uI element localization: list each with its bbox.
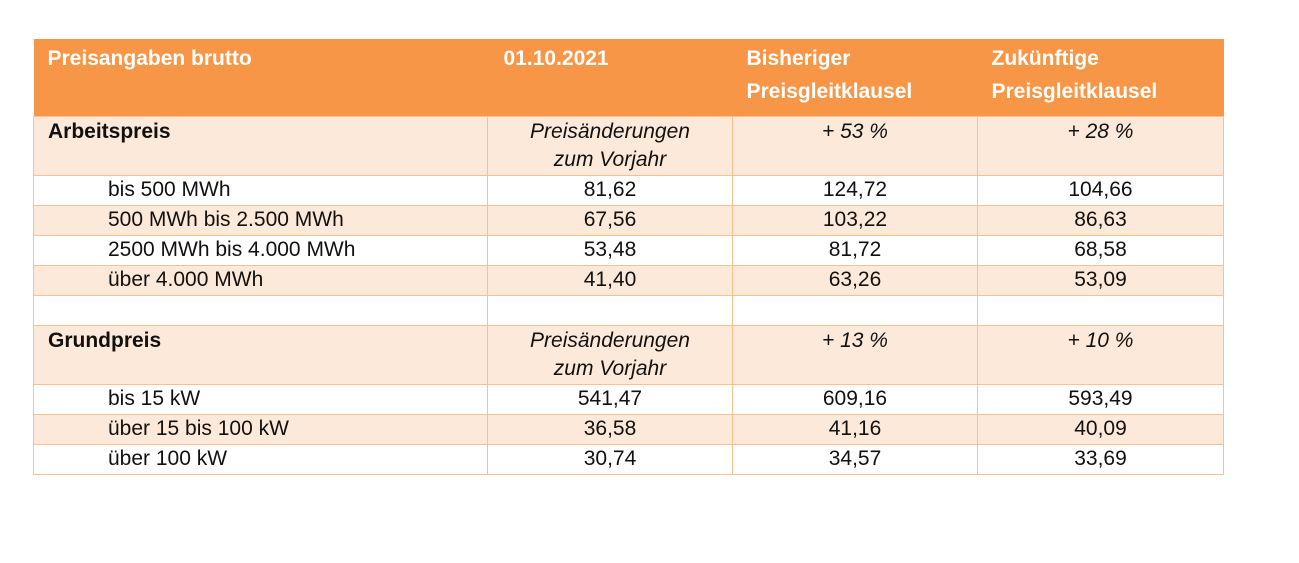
cell-bisher: 124,72	[732, 174, 978, 206]
section-label-grundpreis: Grundpreis	[33, 324, 488, 385]
header-zukuenftige-line2: Preisgleitklausel	[991, 80, 1158, 103]
cell-2021: 30,74	[487, 443, 733, 475]
table-row: bis 15 kW 541,47 609,16 593,49	[33, 383, 1224, 415]
row-label: über 15 bis 100 kW	[33, 413, 488, 445]
change-label-line2: zum Vorjahr	[553, 356, 667, 380]
section-row-grundpreis: Grundpreis Preisänderungen zum Vorjahr +…	[33, 324, 1224, 385]
cell-bisher: 34,57	[732, 443, 978, 475]
table-row: über 4.000 MWh 41,40 63,26 53,09	[33, 264, 1224, 296]
row-label: 2500 MWh bis 4.000 MWh	[33, 234, 488, 266]
empty-cell	[33, 294, 488, 326]
cell-bisher: 63,26	[732, 264, 978, 296]
cell-zukunft: 593,49	[977, 383, 1224, 415]
cell-2021: 53,48	[487, 234, 733, 266]
cell-bisher: 81,72	[732, 234, 978, 266]
row-label: 500 MWh bis 2.500 MWh	[33, 204, 488, 236]
cell-2021: 41,40	[487, 264, 733, 296]
cell-zukunft: 86,63	[977, 204, 1224, 236]
cell-bisher: 103,22	[732, 204, 978, 236]
row-label: bis 15 kW	[33, 383, 488, 415]
table-body: Arbeitspreis Preisänderungen zum Vorjahr…	[33, 115, 1224, 475]
empty-cell	[977, 294, 1224, 326]
cell-zukunft: 68,58	[977, 234, 1224, 266]
change-bisher-arbeitspreis: + 53 %	[732, 115, 978, 176]
cell-2021: 67,56	[487, 204, 733, 236]
header-row: Preisangaben brutto 01.10.2021 Bisherige…	[33, 39, 1224, 116]
header-bisheriger: Bisheriger Preisgleitklausel	[732, 39, 978, 116]
change-label-line2: zum Vorjahr	[553, 147, 667, 171]
table-row: 500 MWh bis 2.500 MWh 67,56 103,22 86,63	[33, 204, 1224, 236]
header-bisheriger-line1: Bisheriger	[746, 47, 851, 70]
empty-cell	[732, 294, 978, 326]
row-label: bis 500 MWh	[33, 174, 488, 206]
row-label: über 4.000 MWh	[33, 264, 488, 296]
header-preisangaben: Preisangaben brutto	[33, 39, 488, 116]
change-zukunft-arbeitspreis: + 28 %	[977, 115, 1224, 176]
table-row: 2500 MWh bis 4.000 MWh 53,48 81,72 68,58	[33, 234, 1224, 266]
cell-zukunft: 53,09	[977, 264, 1224, 296]
change-zukunft-grundpreis: + 10 %	[977, 324, 1224, 385]
header-bisheriger-line2: Preisgleitklausel	[746, 80, 913, 103]
section-row-arbeitspreis: Arbeitspreis Preisänderungen zum Vorjahr…	[33, 115, 1224, 176]
section-label-arbeitspreis: Arbeitspreis	[33, 115, 488, 176]
table-row: bis 500 MWh 81,62 124,72 104,66	[33, 174, 1224, 206]
header-zukuenftige: Zukünftige Preisgleitklausel	[977, 39, 1224, 116]
row-label: über 100 kW	[33, 443, 488, 475]
table-row: über 15 bis 100 kW 36,58 41,16 40,09	[33, 413, 1224, 445]
header-zukuenftige-line1: Zukünftige	[991, 47, 1099, 70]
change-label-line1: Preisänderungen	[530, 328, 690, 352]
cell-2021: 81,62	[487, 174, 733, 206]
change-label-arbeitspreis: Preisänderungen zum Vorjahr	[487, 115, 733, 176]
empty-cell	[487, 294, 733, 326]
table-row: über 100 kW 30,74 34,57 33,69	[33, 443, 1224, 475]
cell-bisher: 609,16	[732, 383, 978, 415]
table-header: Preisangaben brutto 01.10.2021 Bisherige…	[33, 39, 1224, 116]
cell-bisher: 41,16	[732, 413, 978, 445]
change-label-grundpreis: Preisänderungen zum Vorjahr	[487, 324, 733, 385]
change-bisher-grundpreis: + 13 %	[732, 324, 978, 385]
cell-zukunft: 40,09	[977, 413, 1224, 445]
cell-2021: 36,58	[487, 413, 733, 445]
change-label-line1: Preisänderungen	[530, 119, 690, 143]
cell-zukunft: 33,69	[977, 443, 1224, 475]
header-date: 01.10.2021	[487, 39, 733, 116]
price-table: Preisangaben brutto 01.10.2021 Bisherige…	[33, 39, 1224, 475]
cell-zukunft: 104,66	[977, 174, 1224, 206]
cell-2021: 541,47	[487, 383, 733, 415]
spacer-row	[33, 294, 1224, 326]
